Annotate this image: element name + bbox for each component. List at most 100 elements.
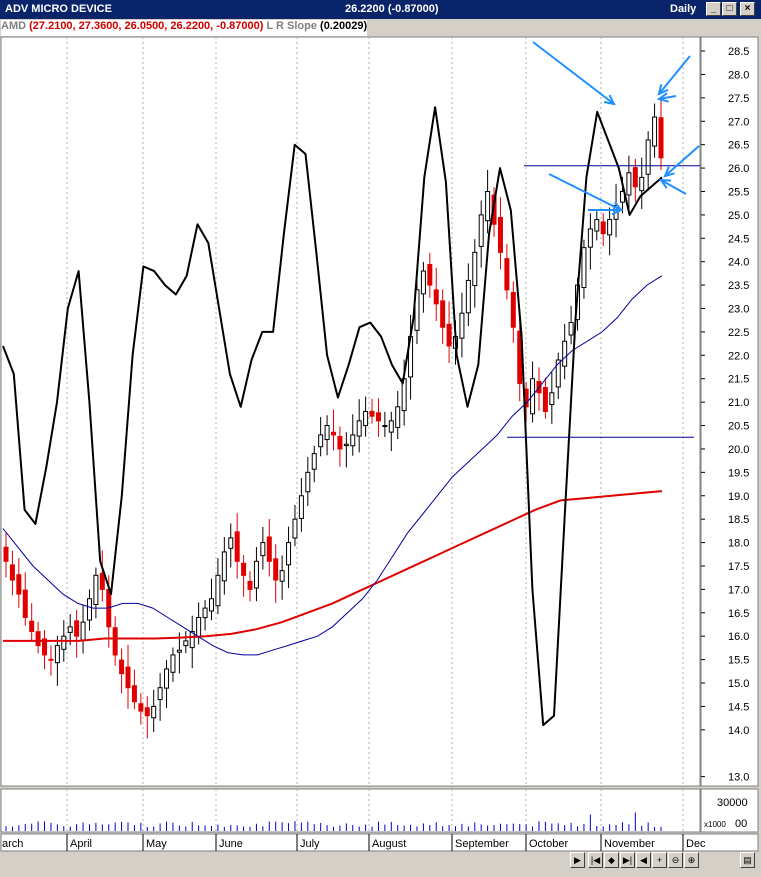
month-label: July bbox=[300, 838, 320, 850]
candle-body bbox=[356, 420, 362, 437]
candle-body bbox=[510, 291, 516, 328]
candle-body bbox=[93, 574, 99, 606]
candle-body bbox=[626, 172, 632, 196]
candle-body bbox=[144, 707, 150, 717]
ma-short-line bbox=[2, 275, 663, 656]
candle-body bbox=[131, 685, 137, 703]
candle-body bbox=[125, 666, 131, 689]
candle-body bbox=[241, 562, 247, 576]
minimize-icon[interactable]: _ bbox=[706, 2, 721, 16]
candle-body bbox=[465, 279, 471, 314]
price-tick-label: 27.0 bbox=[728, 116, 749, 128]
candle-body bbox=[375, 412, 381, 422]
candle-body bbox=[99, 572, 105, 590]
legend-symbol: AMD bbox=[1, 20, 27, 32]
annotation-arrow bbox=[658, 95, 677, 100]
candle-body bbox=[215, 574, 221, 607]
price-tick-label: 26.5 bbox=[728, 140, 749, 152]
volume-tick-label: 00 bbox=[735, 818, 747, 830]
candle-body bbox=[658, 117, 664, 159]
candle-body bbox=[343, 443, 349, 447]
month-label: September bbox=[455, 838, 509, 850]
price-tick-label: 21.0 bbox=[728, 397, 749, 409]
candle-body bbox=[311, 453, 317, 470]
candle-body bbox=[632, 167, 638, 188]
month-label: November bbox=[604, 838, 655, 850]
candle-body bbox=[420, 270, 426, 295]
window-title: ADV MICRO DEVICE bbox=[5, 3, 112, 15]
candle-body bbox=[286, 542, 292, 566]
candle-body bbox=[549, 392, 555, 406]
price-tick-label: 18.5 bbox=[728, 514, 749, 526]
volume-multiplier-label: x1000 bbox=[704, 820, 726, 829]
panel-icon[interactable]: ▤ bbox=[740, 852, 755, 868]
candle-body bbox=[497, 217, 503, 253]
chart-legend: AMD (27.2100, 27.3600, 26.0500, 26.2200,… bbox=[1, 20, 368, 36]
lr-slope-line bbox=[2, 106, 663, 727]
candle-body bbox=[112, 627, 118, 656]
candle-body bbox=[298, 495, 304, 519]
candle-body bbox=[324, 425, 330, 441]
candle-body bbox=[530, 378, 536, 415]
month-label: June bbox=[219, 838, 243, 850]
annotation-arrow bbox=[532, 41, 615, 105]
maximize-icon[interactable]: □ bbox=[722, 2, 737, 16]
month-label: Dec bbox=[686, 838, 706, 850]
price-tick-label: 24.0 bbox=[728, 257, 749, 269]
candle-body bbox=[318, 434, 324, 448]
annotation-arrow bbox=[658, 55, 691, 95]
price-tick-label: 20.5 bbox=[728, 421, 749, 433]
month-label: August bbox=[372, 838, 406, 850]
candle-body bbox=[80, 621, 86, 641]
candle-body bbox=[433, 289, 439, 305]
candle-body bbox=[440, 300, 446, 328]
scroll-icon[interactable]: ◀ bbox=[636, 852, 651, 868]
candle-body bbox=[363, 411, 369, 427]
candle-body bbox=[279, 570, 285, 582]
scroll-end-icon[interactable]: ▶| bbox=[620, 852, 635, 868]
price-tick-label: 17.0 bbox=[728, 584, 749, 596]
legend-indicator-label: L R Slope bbox=[266, 20, 317, 32]
candle-body bbox=[273, 558, 279, 581]
candle-body bbox=[183, 640, 189, 647]
candle-body bbox=[266, 536, 272, 562]
price-tick-label: 16.5 bbox=[728, 608, 749, 620]
zoom-fit-icon[interactable]: ◆ bbox=[604, 852, 619, 868]
candle-body bbox=[22, 589, 28, 618]
candle-body bbox=[388, 420, 394, 433]
annotation-arrowhead bbox=[658, 178, 672, 189]
expand-icon[interactable]: + bbox=[652, 852, 667, 868]
scrollbar[interactable]: ▶ |◀ ◆ ▶| ◀ + ⊖ ⊕ ▤ bbox=[0, 852, 761, 869]
candle-body bbox=[54, 645, 60, 664]
period-label: Daily bbox=[670, 3, 697, 15]
candle-body bbox=[485, 190, 491, 222]
candle-body bbox=[459, 312, 465, 339]
candle-body bbox=[16, 574, 22, 595]
volume-panel bbox=[0, 788, 701, 833]
scroll-right-icon[interactable]: ▶ bbox=[570, 852, 585, 868]
annotation-arrowhead bbox=[663, 166, 675, 178]
price-tick-label: 24.5 bbox=[728, 233, 749, 245]
zoom-in-icon[interactable]: ⊕ bbox=[684, 852, 699, 868]
candle-body bbox=[645, 139, 651, 175]
close-icon[interactable]: × bbox=[740, 2, 755, 16]
scroll-start-icon[interactable]: |◀ bbox=[588, 852, 603, 868]
price-tick-label: 18.0 bbox=[728, 538, 749, 550]
candle-body bbox=[208, 598, 214, 612]
month-label: April bbox=[70, 838, 92, 850]
candle-body bbox=[138, 703, 144, 712]
price-tick-label: 23.5 bbox=[728, 280, 749, 292]
price-tick-label: 16.0 bbox=[728, 631, 749, 643]
ma-long-line bbox=[3, 490, 663, 642]
price-tick-label: 25.5 bbox=[728, 186, 749, 198]
candle-body bbox=[504, 258, 510, 291]
candle-body bbox=[382, 425, 388, 428]
candle-body bbox=[587, 228, 593, 248]
price-tick-label: 20.0 bbox=[728, 444, 749, 456]
price-tick-label: 15.0 bbox=[728, 678, 749, 690]
annotation-arrowhead bbox=[656, 92, 669, 103]
candle-body bbox=[9, 564, 15, 581]
zoom-out-icon[interactable]: ⊖ bbox=[668, 852, 683, 868]
candle-body bbox=[202, 607, 208, 619]
